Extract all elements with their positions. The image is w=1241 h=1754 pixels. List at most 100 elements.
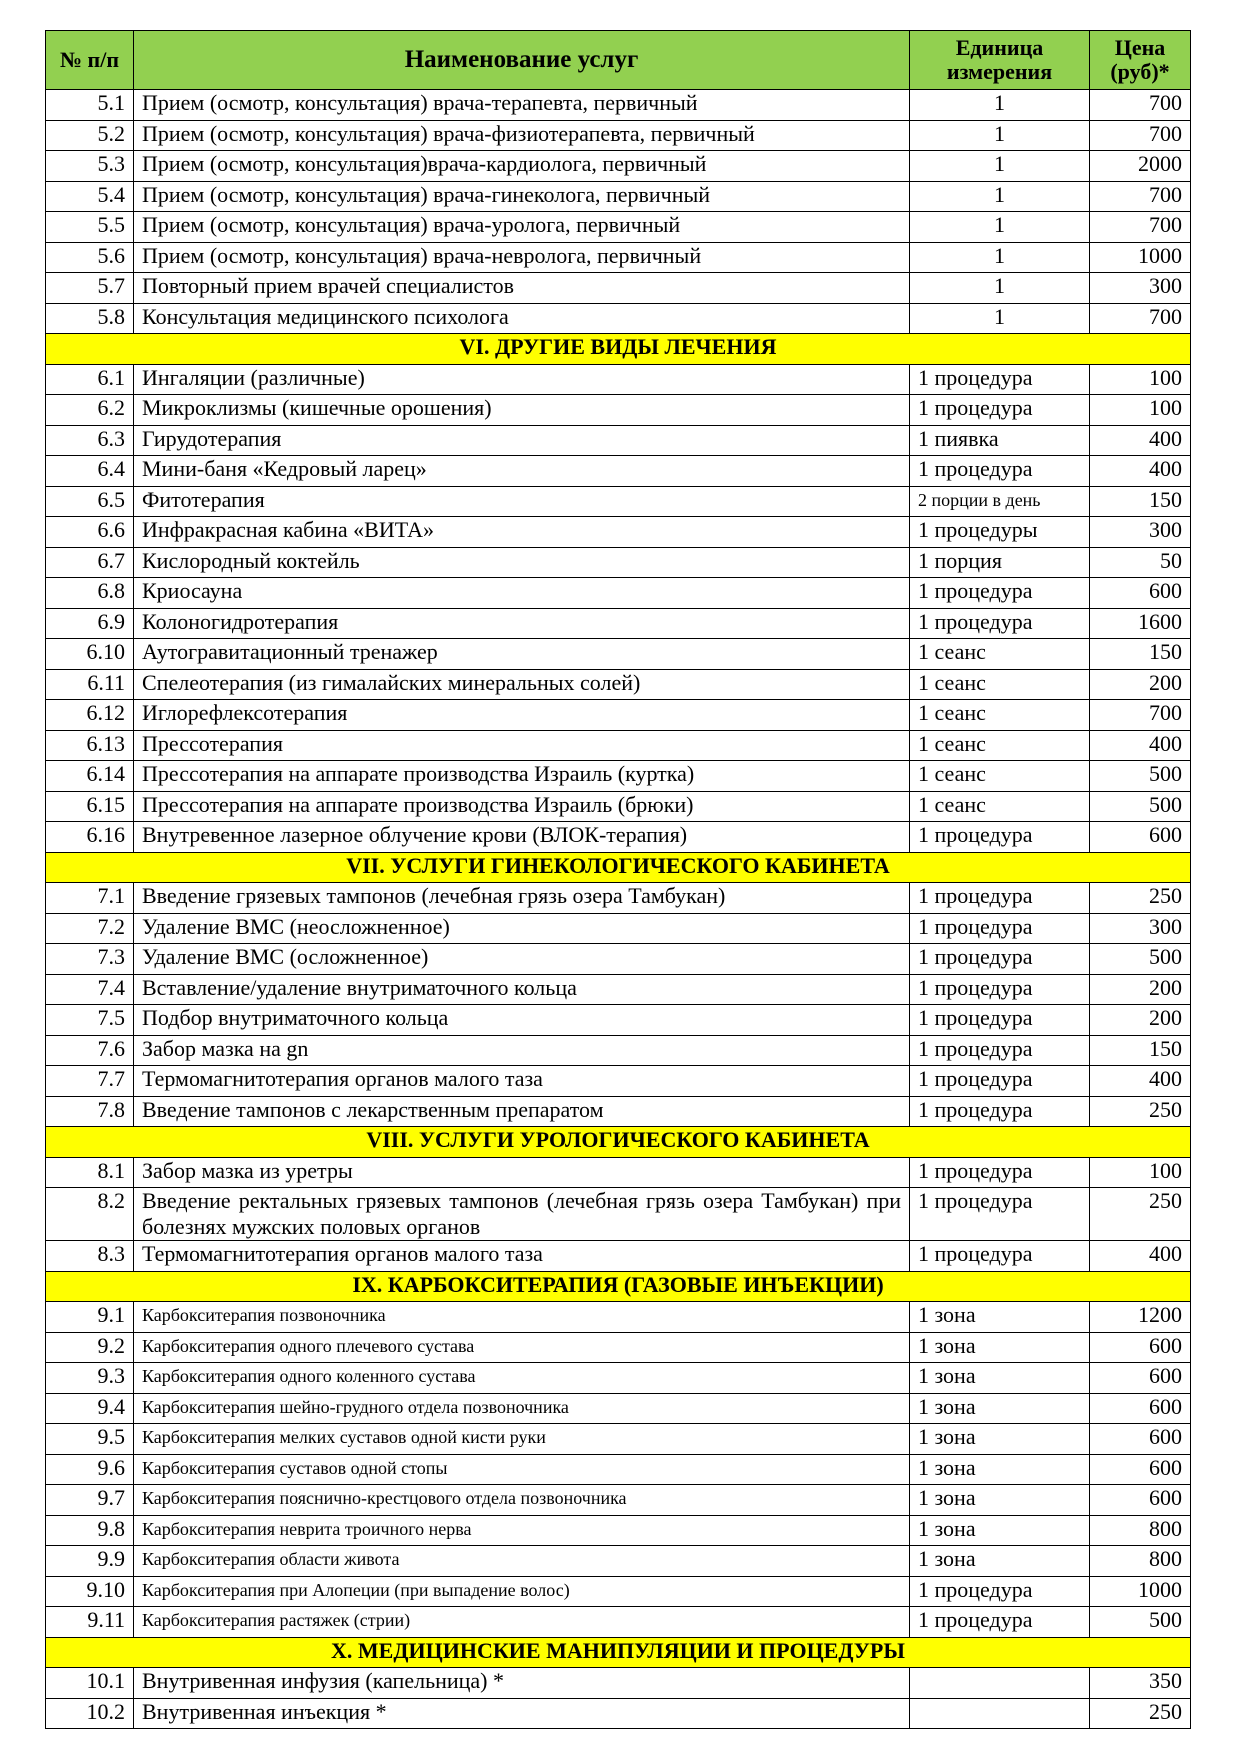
row-num: 9.8 (45, 1514, 134, 1546)
unit: 1 сеанс (909, 699, 1090, 731)
header-unit: Единица измерения (909, 30, 1090, 90)
price: 800 (1089, 1514, 1191, 1546)
row-num: 9.9 (45, 1545, 134, 1577)
service-name: Карбокситерапия пояснично-крестцового от… (133, 1484, 910, 1516)
service-name: Введение тампонов с лекарственным препар… (133, 1095, 910, 1127)
unit: 1 зона (909, 1301, 1090, 1333)
unit: 1 пиявка (909, 424, 1090, 456)
price: 600 (1089, 1453, 1191, 1485)
price: 600 (1089, 1362, 1191, 1394)
row-num: 7.1 (45, 882, 134, 914)
unit: 1 (909, 302, 1090, 334)
service-name: Забор мазка из уретры (133, 1156, 910, 1188)
service-name: Забор мазка на gn (133, 1034, 910, 1066)
unit: 1 процедура (909, 943, 1090, 975)
row-num: 9.10 (45, 1575, 134, 1607)
row-num: 10.1 (45, 1667, 134, 1699)
price: 500 (1089, 790, 1191, 822)
section-row: VIII. УСЛУГИ УРОЛОГИЧЕСКОГО КАБИНЕТА (45, 1126, 1191, 1158)
price: 200 (1089, 1004, 1191, 1036)
row-num: 9.3 (45, 1362, 134, 1394)
unit: 1 процедура (909, 1187, 1090, 1241)
unit: 1 сеанс (909, 790, 1090, 822)
unit: 1 зона (909, 1331, 1090, 1363)
service-name: Введение грязевых тампонов (лечебная гря… (133, 882, 910, 914)
row-num: 7.5 (45, 1004, 134, 1036)
unit: 1 процедура (909, 1004, 1090, 1036)
row-num: 9.5 (45, 1423, 134, 1455)
price: 150 (1089, 638, 1191, 670)
unit: 1 (909, 241, 1090, 273)
price: 700 (1089, 89, 1191, 121)
service-name: Прием (осмотр, консультация) врача-уроло… (133, 211, 910, 243)
service-row: 5.6 Прием (осмотр, консультация) врача-не… (45, 241, 1191, 273)
row-num: 6.1 (45, 363, 134, 395)
unit: 1 процедура (909, 1156, 1090, 1188)
price: 200 (1089, 973, 1191, 1005)
price: 400 (1089, 729, 1191, 761)
section-title: X. МЕДИЦИНСКИЕ МАНИПУЛЯЦИИ И ПРОЦЕДУРЫ (45, 1636, 1191, 1668)
unit: 1 (909, 89, 1090, 121)
service-name: Термомагнитотерапия органов малого таза (133, 1240, 910, 1272)
service-name: Прием (осмотр, консультация) врача-невро… (133, 241, 910, 273)
row-num: 5.6 (45, 241, 134, 273)
service-row: 6.14 Прессотерапия на аппарате производст… (45, 760, 1191, 792)
service-row: 6.15 Прессотерапия на аппарате производст… (45, 790, 1191, 822)
row-num: 7.3 (45, 943, 134, 975)
service-row: 6.7 Кислородный коктейль 1 порция 50 (45, 546, 1191, 578)
row-num: 6.16 (45, 821, 134, 853)
service-row: 6.5 Фитотерапия 2 порции в день 150 (45, 485, 1191, 517)
service-name: Карбокситерапия мелких суставов одной ки… (133, 1423, 910, 1455)
price: 300 (1089, 912, 1191, 944)
service-row: 8.3 Термомагнитотерапия органов малого та… (45, 1240, 1191, 1272)
service-row: 6.2 Микроклизмы (кишечные орошения) 1 проц… (45, 394, 1191, 426)
row-num: 5.7 (45, 272, 134, 304)
row-num: 6.8 (45, 577, 134, 609)
row-num: 6.13 (45, 729, 134, 761)
row-num: 8.1 (45, 1156, 134, 1188)
unit: 1 зона (909, 1392, 1090, 1424)
unit: 1 процедура (909, 363, 1090, 395)
section-title: IX. КАРБОКСИТЕРАПИЯ (ГАЗОВЫЕ ИНЪЕКЦИИ) (45, 1270, 1191, 1302)
section-row: VII. УСЛУГИ ГИНЕКОЛОГИЧЕСКОГО КАБИНЕТА (45, 851, 1191, 883)
price: 600 (1089, 821, 1191, 853)
unit: 1 (909, 119, 1090, 151)
service-row: 8.1 Забор мазка из уретры 1 процедура 100 (45, 1156, 1191, 1188)
service-name: Кислородный коктейль (133, 546, 910, 578)
row-num: 5.5 (45, 211, 134, 243)
row-num: 9.1 (45, 1301, 134, 1333)
service-name: Криосауна (133, 577, 910, 609)
service-row: 9.11 Карбокситерапия растяжек (стрии) 1 пр… (45, 1606, 1191, 1638)
unit: 1 процедуры (909, 516, 1090, 548)
price: 100 (1089, 1156, 1191, 1188)
service-row: 6.11 Спелеотерапия (из гималайских минера… (45, 668, 1191, 700)
unit (909, 1667, 1090, 1699)
service-name: Карбокситерапия одного коленного сустава (133, 1362, 910, 1394)
price: 1200 (1089, 1301, 1191, 1333)
price: 700 (1089, 119, 1191, 151)
row-num: 9.2 (45, 1331, 134, 1363)
service-name: Вставление/удаление внутриматочного коль… (133, 973, 910, 1005)
service-name: Консультация медицинского психолога (133, 302, 910, 334)
price: 250 (1089, 1095, 1191, 1127)
row-num: 5.8 (45, 302, 134, 334)
header-num: № п/п (45, 30, 134, 90)
service-name: Прием (осмотр, консультация) врача-гинек… (133, 180, 910, 212)
service-row: 6.13 Прессотерапия 1 сеанс 400 (45, 729, 1191, 761)
service-name: Повторный прием врачей специалистов (133, 272, 910, 304)
price: 400 (1089, 1240, 1191, 1272)
service-row: 9.5 Карбокситерапия мелких суставов одной… (45, 1423, 1191, 1455)
service-name: Микроклизмы (кишечные орошения) (133, 394, 910, 426)
unit: 1 (909, 272, 1090, 304)
service-name: Карбокситерапия области живота (133, 1545, 910, 1577)
service-row: 8.2 Введение ректальных грязевых тампонов… (45, 1187, 1191, 1241)
service-name: Прессотерапия на аппарате производства И… (133, 790, 910, 822)
service-row: 7.6 Забор мазка на gn 1 процедура 150 (45, 1034, 1191, 1066)
unit: 2 порции в день (909, 485, 1090, 517)
service-name: Иглорефлексотерапия (133, 699, 910, 731)
price: 150 (1089, 1034, 1191, 1066)
row-num: 6.6 (45, 516, 134, 548)
row-num: 8.2 (45, 1187, 134, 1241)
service-row: 7.8 Введение тампонов с лекарственным пре… (45, 1095, 1191, 1127)
price: 800 (1089, 1545, 1191, 1577)
